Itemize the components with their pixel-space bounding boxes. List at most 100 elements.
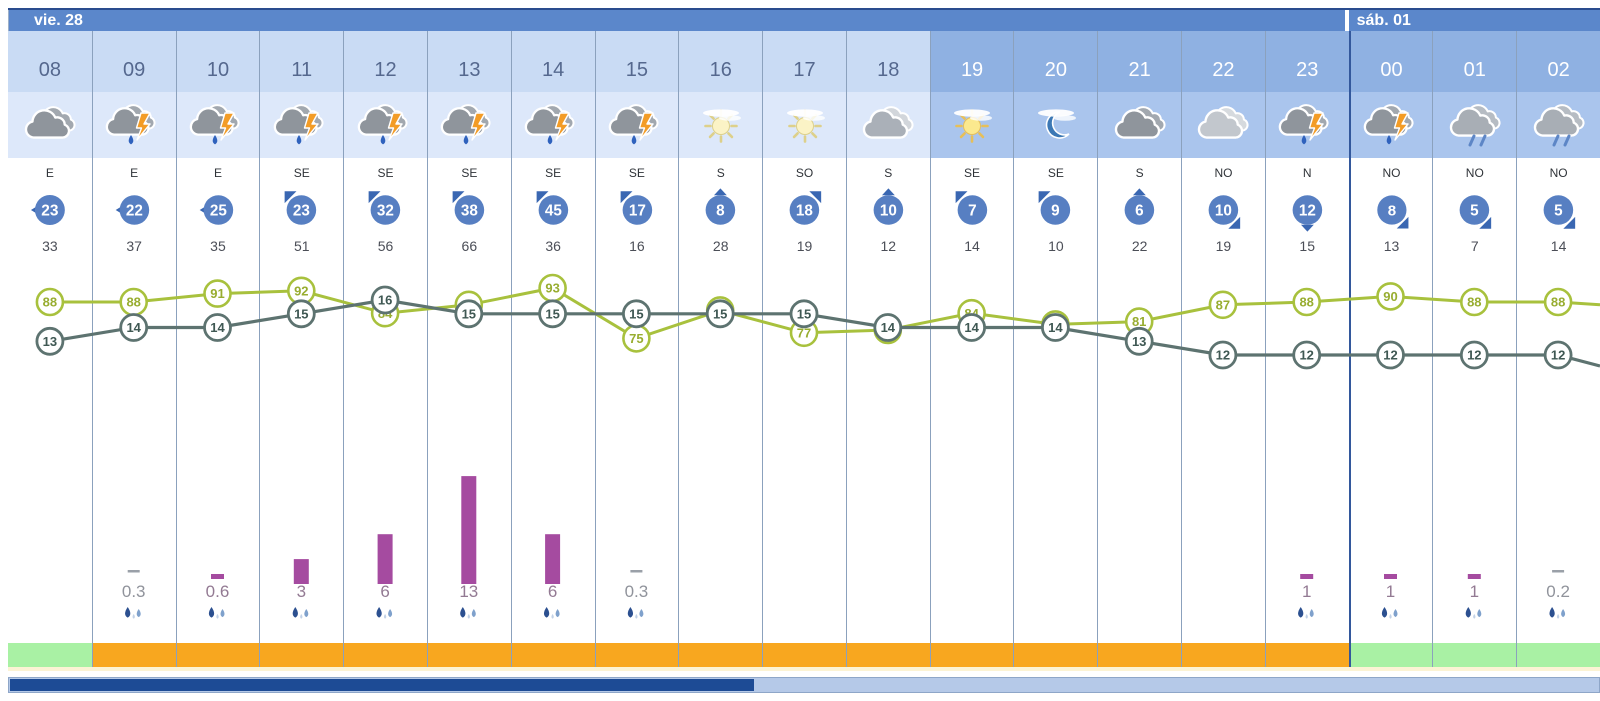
hour-label: 09 [92,31,176,92]
hour-label: 16 [679,31,763,92]
hour-label: 17 [763,31,846,92]
wind-speed-value: 10 [1215,202,1232,219]
warning-strip-green [1350,643,1433,667]
wind-cell: 8 [679,184,762,236]
warning-strip-orange [930,643,1014,667]
wind-gust-value: 22 [1131,238,1148,254]
strip-underline [8,667,1600,671]
wind-gust-value: 15 [1299,238,1315,254]
wind-gust-value: 33 [42,238,58,254]
wind-gust-value: 16 [629,238,645,254]
clouds-gray-icon [1114,106,1166,139]
wind-speed-value: 6 [1135,202,1144,219]
weather-icon-cell [344,92,427,158]
wind-direction-label: S [884,166,893,180]
wind-direction-label: SE [545,166,562,180]
hour-label: 13 [427,31,511,92]
hour-label: 14 [511,31,595,92]
wind-direction-label: SE [377,166,394,180]
warning-strip-orange [1014,643,1098,667]
horizontal-scrollbar[interactable] [8,677,1600,693]
wind-direction-arrow-icon [881,188,895,196]
wind-speed-value: 22 [126,202,143,219]
weather-icon-cell [763,92,846,158]
wind-speed-value: 12 [1299,202,1316,219]
hour-label: 15 [595,31,679,92]
hour-column-00: 00 NO 8 13 [1348,31,1433,667]
wind-direction-label: NO [1382,166,1401,180]
wind-cell: 18 [763,184,846,236]
wind-speed-value: 17 [628,202,645,219]
hour-label: 00 [1350,31,1433,92]
wind-speed-value: 5 [1554,202,1563,219]
day-header-friday: vie. 28 [8,10,1345,31]
wind-cell: 10 [1182,184,1265,236]
wind-gust-value: 56 [377,238,394,254]
weather-icon-cell [1182,92,1265,158]
wind-gust-value: 19 [796,238,813,254]
wind-speed-badge: 8 [705,188,736,225]
wind-speed-value: 7 [968,202,977,219]
wind-direction-label: S [1135,166,1144,180]
hour-label: 11 [260,31,344,92]
storm-rain-icon [1278,104,1329,145]
scrollbar-thumb[interactable] [10,679,754,691]
wind-direction-label: S [716,166,725,180]
wind-speed-badge: 25 [199,195,233,225]
wind-speed-value: 25 [209,202,226,219]
wind-speed-badge: 22 [115,195,149,225]
weather-icon-cell [511,92,595,158]
hour-column-17: 17 SO 18 19 [762,31,846,667]
weather-icon-cell [92,92,176,158]
storm-rain-icon [1363,104,1414,145]
wind-speed-badge: 8 [1376,195,1409,229]
wind-cell: 22 [93,184,176,236]
wind-cell: 38 [428,184,511,236]
warning-strip-orange [176,643,260,667]
hour-label: 21 [1098,31,1182,92]
wind-speed-value: 32 [377,202,394,219]
wind-gust-value: 37 [126,238,142,254]
wind-direction-label: SE [293,166,310,180]
warning-strip-green [1517,643,1600,667]
wind-cell: 6 [1098,184,1181,236]
hour-label: 08 [8,31,92,92]
wind-direction-label: NO [1549,166,1568,180]
wind-speed-badge: 5 [1543,195,1576,229]
wind-cell: 9 [1014,184,1097,236]
warning-strip-orange [511,643,595,667]
wind-direction-label: E [45,166,54,180]
wind-speed-value: 8 [1387,202,1395,219]
weather-icon-cell [1265,92,1349,158]
wind-speed-badge: 18 [789,191,822,225]
weather-icon-cell [846,92,930,158]
weather-icon-cell [679,92,763,158]
hour-column-10: 10 E 25 35 [175,31,260,667]
wind-speed-badge: 7 [955,191,987,225]
hour-label: 12 [344,31,427,92]
storm-rain-icon [273,104,324,145]
wind-speed-badge: 32 [368,191,401,225]
wind-gust-value: 51 [293,238,310,254]
wind-speed-badge: 38 [452,191,485,225]
hour-column-01: 01 NO 5 7 [1432,31,1517,667]
wind-speed-value: 18 [796,202,813,219]
warning-strip-orange [679,643,763,667]
weather-icon-cell [1517,92,1600,158]
wind-gust-value: 14 [964,238,980,254]
warning-strip-orange [846,643,930,667]
wind-gust-value: 28 [712,238,729,254]
hour-column-08: 08 E 23 33 [8,31,92,667]
wind-speed-badge: 6 [1124,188,1155,225]
wind-gust-value: 19 [1215,238,1232,254]
wind-cell: 12 [1266,184,1349,236]
weather-icon-cell [427,92,511,158]
hour-column-18: 18 S 10 12 [845,31,930,667]
hour-label: 22 [1182,31,1265,92]
wind-gust-value: 36 [545,238,561,254]
hour-column-21: 21 S 6 22 [1097,31,1182,667]
wind-speed-badge: 10 [873,188,904,225]
wind-speed-badge: 9 [1039,191,1071,225]
wind-direction-arrow-icon [809,191,822,204]
